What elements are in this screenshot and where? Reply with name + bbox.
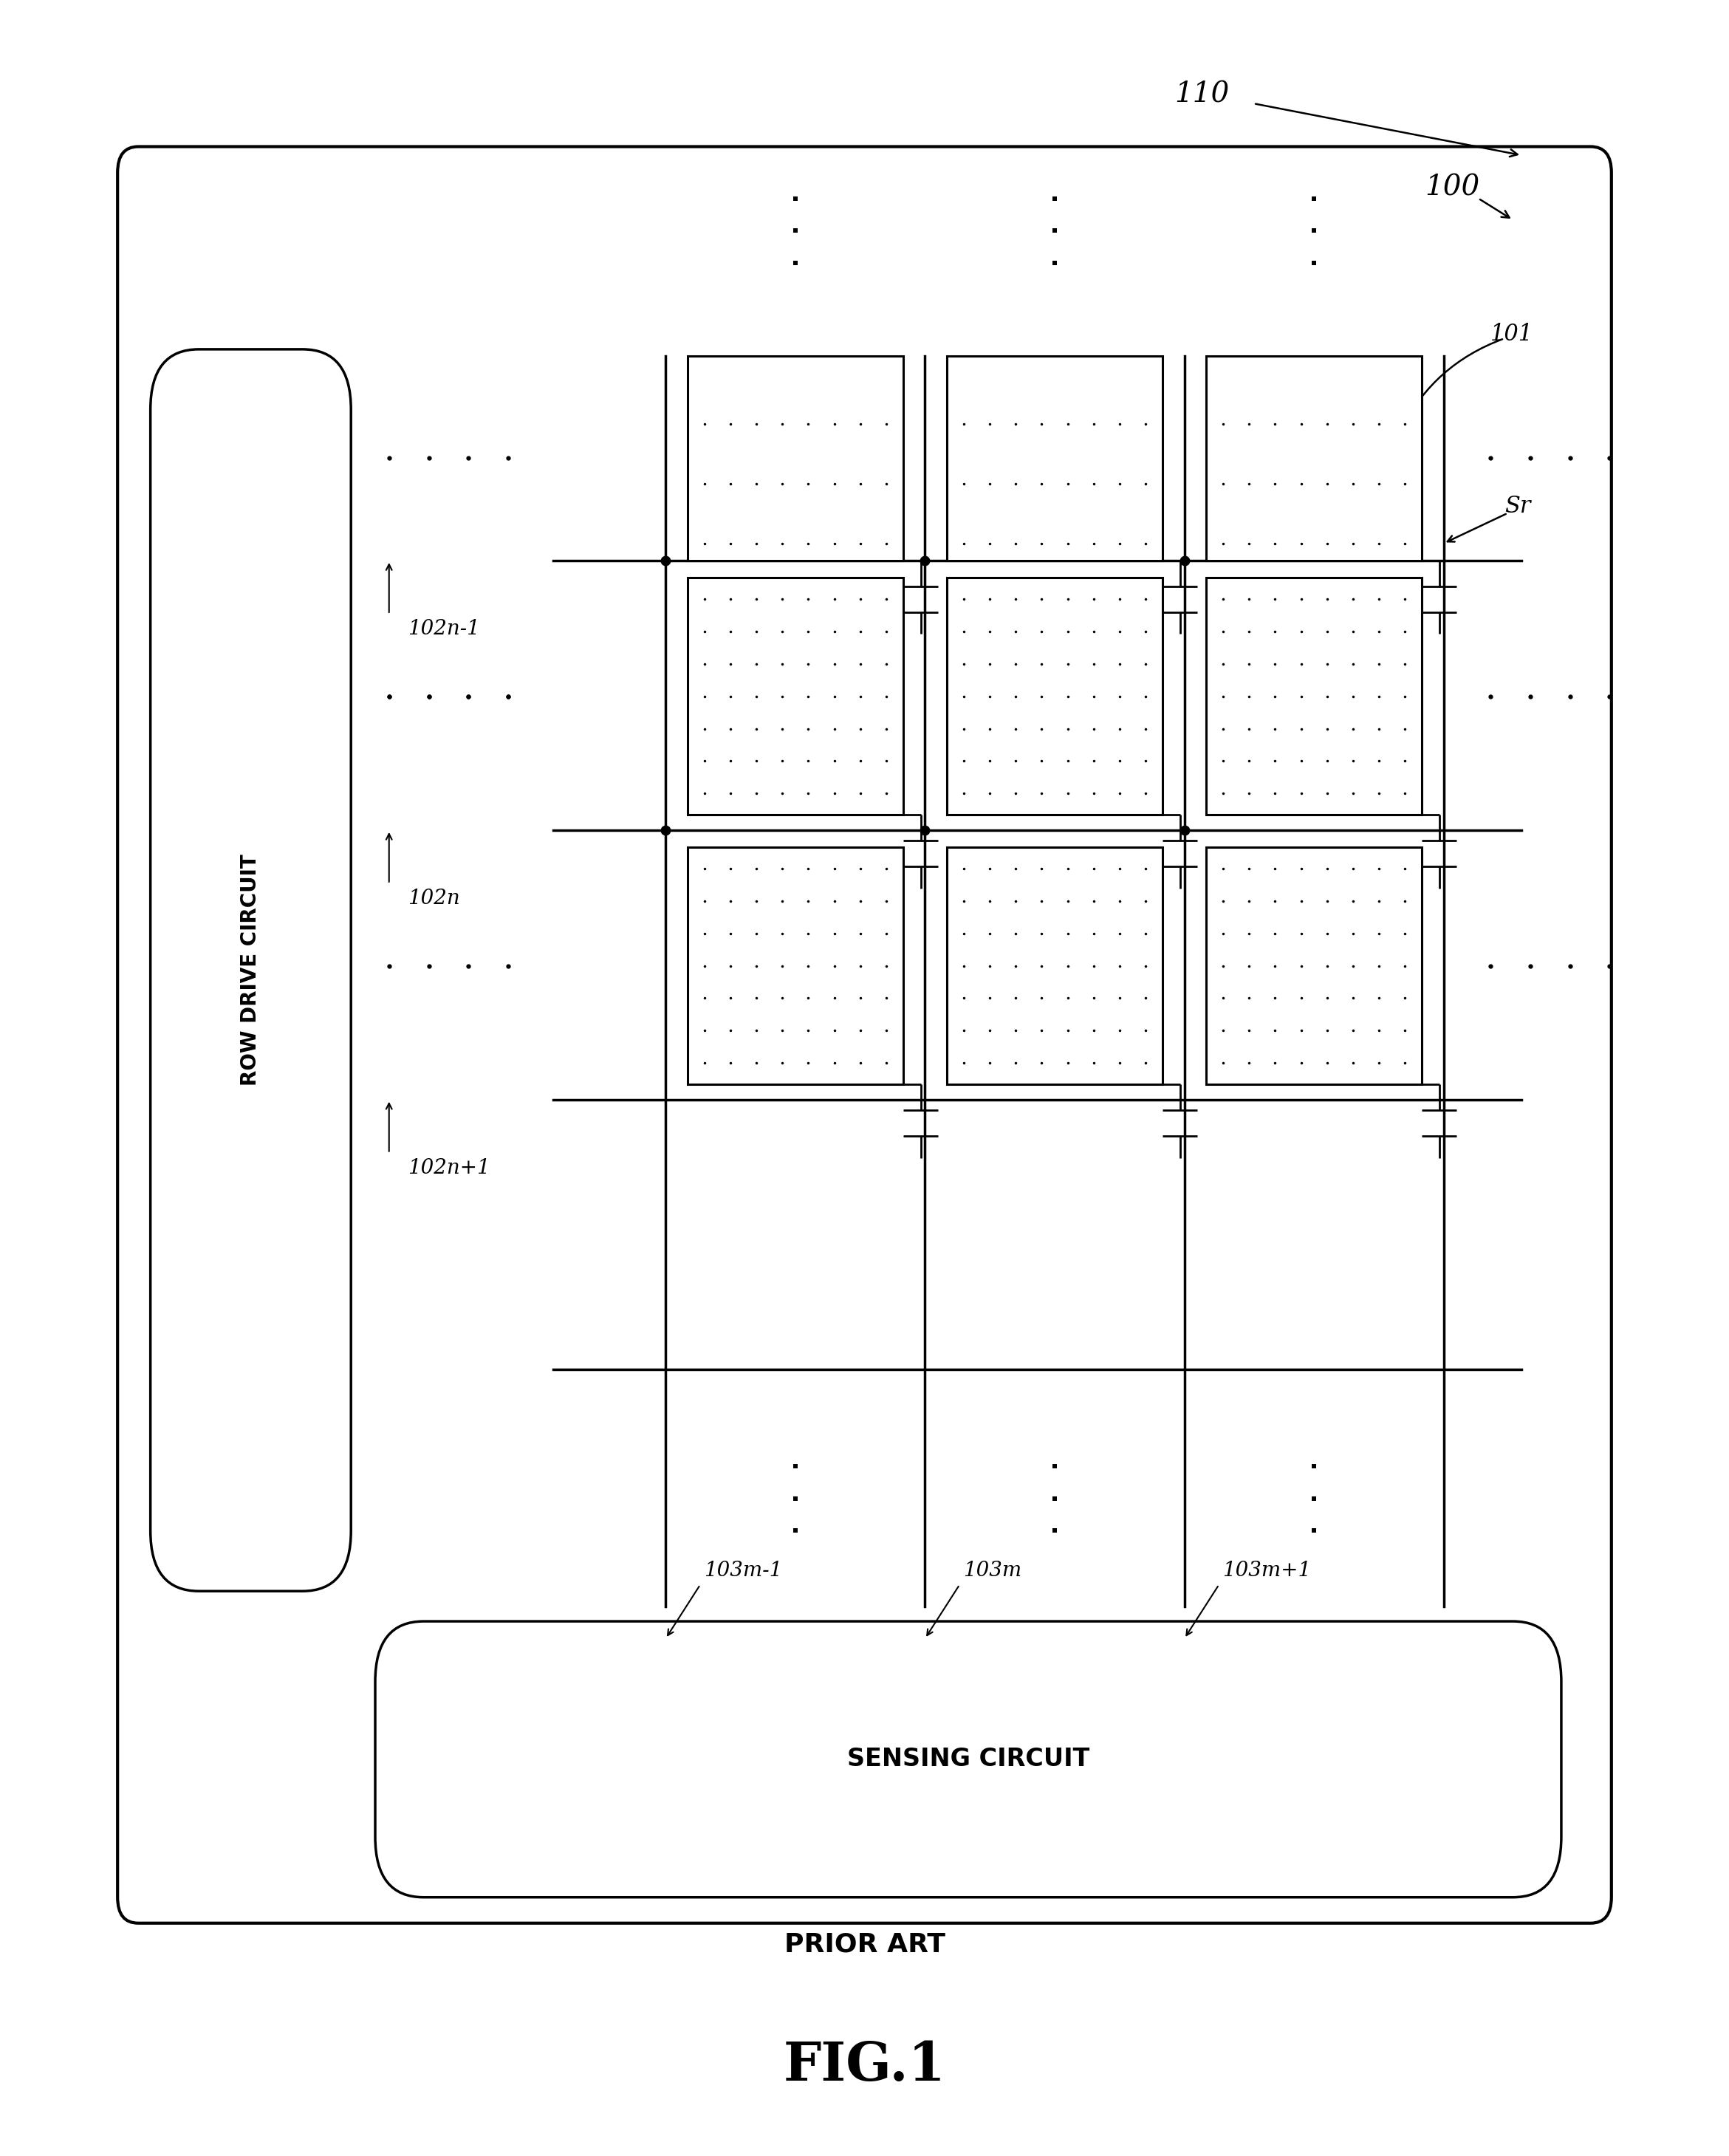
Text: 103m-1: 103m-1 <box>704 1561 782 1580</box>
Text: 110: 110 <box>1174 82 1229 108</box>
Text: FIG.1: FIG.1 <box>783 2040 946 2091</box>
Bar <box>1207 356 1421 561</box>
Text: 102n: 102n <box>408 888 460 908</box>
Text: 102n+1: 102n+1 <box>408 1158 491 1177</box>
Text: SENSING CIRCUIT: SENSING CIRCUIT <box>847 1746 1089 1772</box>
Bar <box>688 847 903 1084</box>
Text: ROW DRIVE CIRCUIT: ROW DRIVE CIRCUIT <box>240 854 261 1087</box>
FancyBboxPatch shape <box>118 147 1611 1923</box>
Bar <box>947 356 1162 561</box>
Bar <box>947 847 1162 1084</box>
Text: 100: 100 <box>1425 175 1480 201</box>
Bar <box>947 578 1162 815</box>
Text: 103m+1: 103m+1 <box>1222 1561 1311 1580</box>
Text: 101: 101 <box>1490 323 1534 345</box>
Bar <box>688 356 903 561</box>
Text: Sr: Sr <box>1504 496 1530 517</box>
FancyBboxPatch shape <box>150 349 351 1591</box>
Text: PRIOR ART: PRIOR ART <box>783 1932 946 1958</box>
Text: 103m: 103m <box>963 1561 1022 1580</box>
Text: 102n-1: 102n-1 <box>408 619 481 638</box>
Bar <box>1207 578 1421 815</box>
Bar <box>688 578 903 815</box>
Bar <box>1207 847 1421 1084</box>
FancyBboxPatch shape <box>375 1621 1561 1897</box>
